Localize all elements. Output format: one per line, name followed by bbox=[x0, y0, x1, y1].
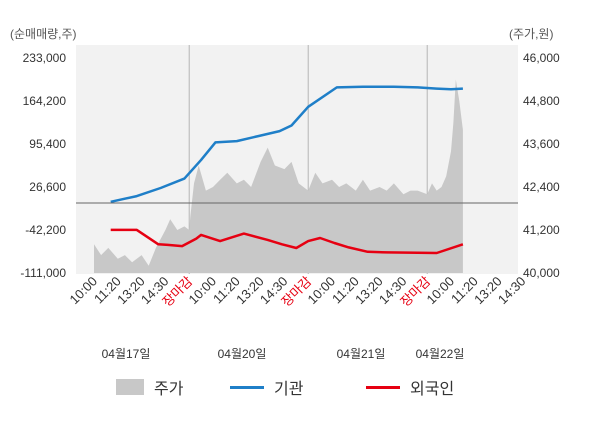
time-tick-label: 10:00 bbox=[67, 274, 101, 308]
blue-line-icon bbox=[230, 385, 264, 389]
date-label: 04월17일 bbox=[102, 347, 151, 361]
red-line-icon bbox=[366, 385, 400, 389]
left-tick-label: 233,000 bbox=[23, 51, 67, 65]
right-axis-unit: (주가,원) bbox=[509, 27, 553, 41]
right-tick-label: 43,600 bbox=[523, 137, 560, 151]
legend-item-price: 주가 bbox=[116, 375, 183, 399]
legend: 주가 기관 외국인 bbox=[0, 375, 600, 399]
price-area bbox=[94, 79, 463, 273]
time-tick-label: 10:00 bbox=[186, 274, 220, 308]
date-labels: 04월17일 04월20일 04월21일 04월22일 bbox=[102, 347, 465, 361]
price-area-layer bbox=[94, 79, 463, 273]
right-tick-label: 44,800 bbox=[523, 94, 560, 108]
line-layer bbox=[110, 85, 464, 255]
right-tick-label: 42,400 bbox=[523, 180, 560, 194]
date-label: 04월22일 bbox=[416, 347, 465, 361]
left-tick-label: 26,600 bbox=[29, 180, 66, 194]
legend-label-foreign: 외국인 bbox=[410, 381, 455, 398]
legend-label-price: 주가 bbox=[154, 381, 184, 398]
left-axis: 233,000 164,200 95,400 26,600 -42,200 -111,00… bbox=[20, 51, 66, 280]
left-tick-label: -42,200 bbox=[25, 223, 66, 237]
right-axis: 46,000 44,800 43,600 42,400 41,200 40,000 bbox=[523, 51, 560, 280]
right-tick-label: 40,000 bbox=[523, 266, 560, 280]
institution-line bbox=[110, 85, 463, 204]
time-tick-label: 10:00 bbox=[424, 274, 458, 308]
time-tick-label: 10:00 bbox=[305, 274, 339, 308]
right-tick-label: 46,000 bbox=[523, 51, 560, 65]
x-axis: 10:0011:2013:2014:30장마감10:0011:2013:2014… bbox=[67, 273, 529, 309]
date-label: 04월21일 bbox=[337, 347, 386, 361]
right-tick-label: 41,200 bbox=[523, 223, 560, 237]
left-tick-label: 164,200 bbox=[23, 94, 67, 108]
legend-label-institution: 기관 bbox=[274, 381, 304, 398]
foreign-line bbox=[110, 228, 464, 255]
legend-item-foreign: 외국인 bbox=[366, 375, 454, 399]
date-label: 04월20일 bbox=[218, 347, 267, 361]
left-tick-label: -111,000 bbox=[20, 266, 66, 280]
left-axis-unit: (순매매량,주) bbox=[10, 27, 77, 41]
left-tick-label: 95,400 bbox=[29, 137, 66, 151]
legend-item-institution: 기관 bbox=[230, 375, 303, 399]
area-swatch-icon bbox=[116, 379, 144, 395]
